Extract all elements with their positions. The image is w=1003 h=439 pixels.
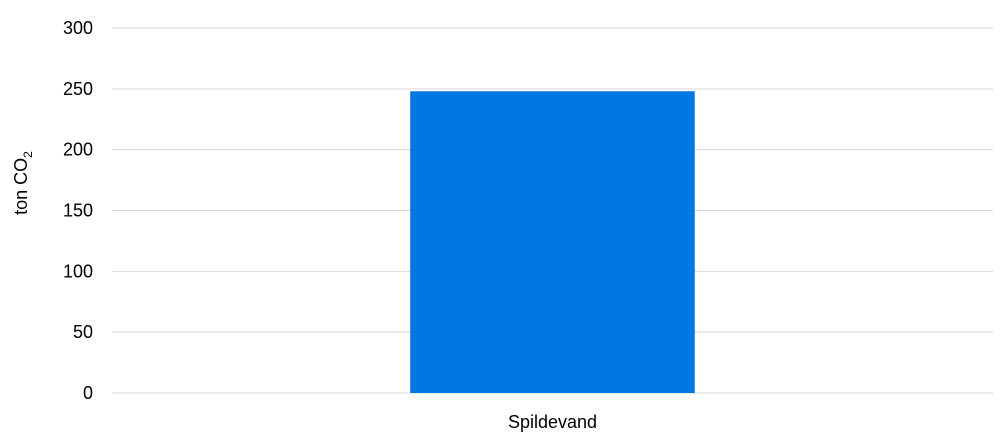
bar-spildevand [410, 91, 695, 394]
y-axis-ticks: 0 50 100 150 200 250 300 [63, 18, 93, 403]
y-tick-label: 150 [63, 201, 93, 221]
y-tick-label: 0 [83, 383, 93, 403]
bars [410, 91, 695, 394]
y-axis-title-main: ton CO [11, 158, 31, 215]
y-tick-label: 200 [63, 140, 93, 160]
x-axis-ticks: Spildevand [508, 412, 597, 432]
y-tick-label: 100 [63, 261, 93, 281]
y-tick-label: 50 [73, 322, 93, 342]
y-axis-title: ton CO2 [11, 151, 35, 215]
y-tick-label: 250 [63, 79, 93, 99]
y-tick-label: 300 [63, 18, 93, 38]
x-tick-label: Spildevand [508, 412, 597, 432]
y-axis-title-subscript: 2 [21, 151, 35, 158]
